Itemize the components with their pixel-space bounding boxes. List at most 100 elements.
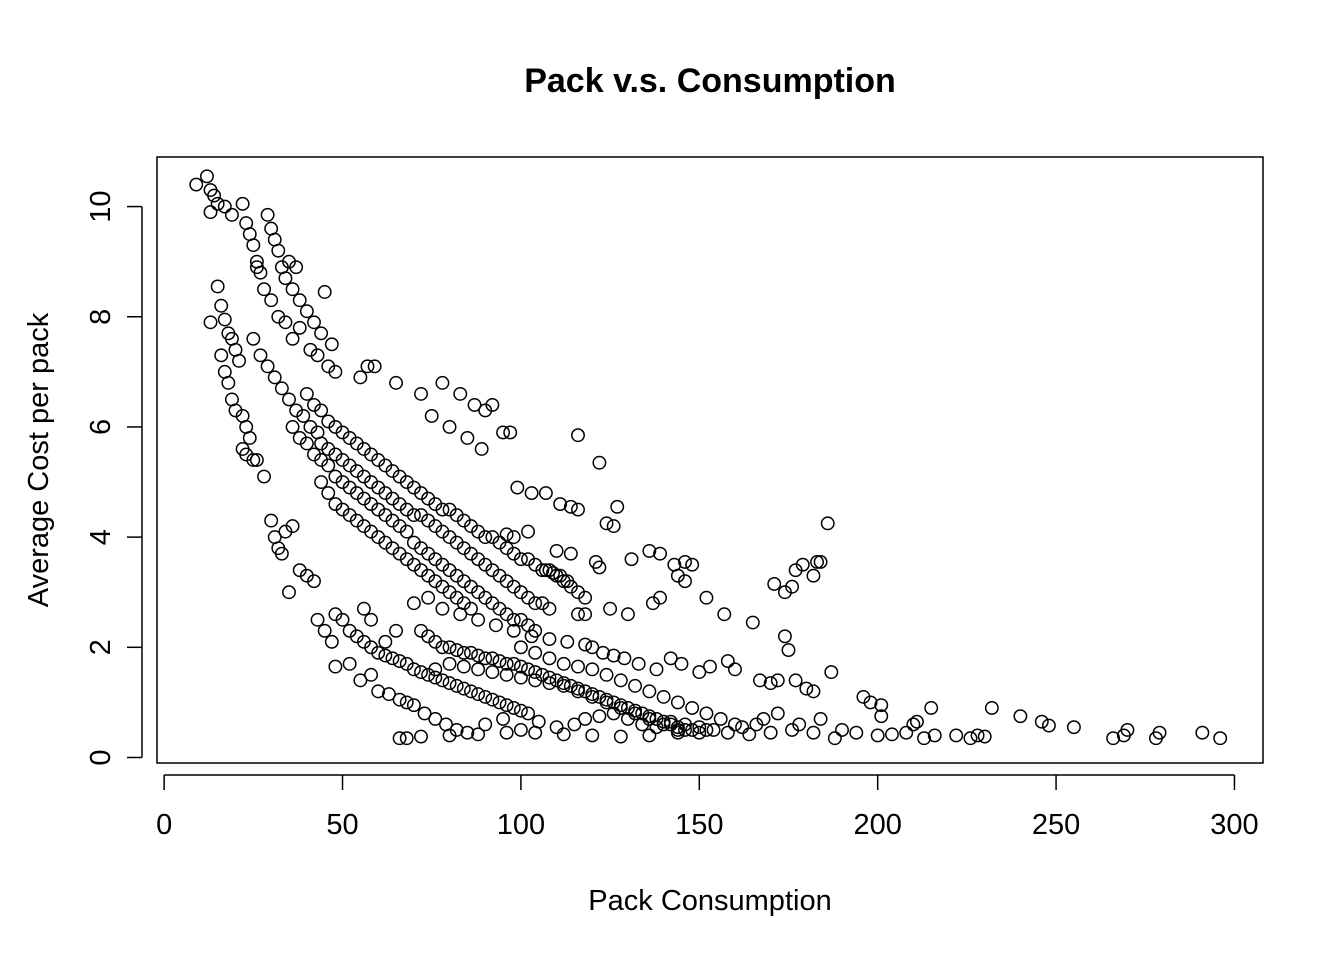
data-point [399, 524, 414, 539]
data-point [264, 293, 279, 308]
data-point [224, 207, 239, 222]
data-point [203, 205, 218, 220]
data-point [260, 207, 275, 222]
data-point [278, 271, 293, 286]
data-point [406, 698, 421, 713]
data-point [442, 640, 457, 655]
data-point [728, 717, 742, 732]
data-point [203, 315, 218, 330]
data-point [478, 530, 493, 545]
data-point [656, 717, 671, 732]
data-point [246, 331, 261, 346]
y-tick-label: 8 [85, 309, 117, 325]
data-point [728, 662, 742, 677]
data-point [392, 654, 407, 669]
data-point [282, 392, 296, 407]
data-point [813, 554, 828, 569]
data-point [310, 348, 325, 363]
data-point [488, 618, 503, 633]
data-point [453, 607, 468, 622]
data-point [628, 703, 643, 718]
data-point [513, 640, 528, 655]
data-point [606, 519, 621, 534]
data-point [863, 695, 878, 710]
data-point [406, 662, 421, 677]
data-point [585, 728, 600, 743]
data-point [406, 508, 421, 523]
data-point [927, 728, 942, 743]
data-point [524, 486, 539, 501]
data-point [770, 673, 785, 688]
data-point [353, 370, 368, 385]
data-point [246, 238, 261, 253]
data-point [1066, 720, 1081, 735]
data-point [257, 469, 271, 484]
data-point [692, 665, 707, 680]
data-point [424, 408, 439, 423]
data-point [442, 656, 457, 671]
data-point [620, 607, 635, 622]
data-point [592, 709, 607, 724]
data-points [189, 169, 1228, 746]
y-tick-label: 0 [85, 749, 117, 765]
data-point [528, 645, 543, 660]
data-point [513, 722, 528, 737]
x-tick-label: 50 [326, 809, 358, 841]
data-point [963, 731, 978, 746]
data-point [314, 475, 329, 489]
data-point [389, 375, 403, 390]
data-point [767, 577, 782, 591]
data-point [560, 574, 575, 589]
data-point [909, 714, 924, 729]
data-point [399, 695, 414, 710]
x-axis-label: Pack Consumption [588, 885, 831, 917]
data-point [364, 667, 379, 682]
data-point [674, 656, 689, 671]
data-point [685, 700, 700, 715]
data-point [381, 687, 396, 702]
data-point [599, 516, 614, 531]
data-point [678, 717, 692, 732]
data-point [788, 673, 803, 688]
data-point [792, 717, 807, 732]
data-point [742, 727, 757, 742]
data-point [720, 725, 735, 740]
data-point [285, 419, 300, 434]
data-point [585, 687, 600, 702]
data-point [285, 519, 300, 534]
data-point [713, 711, 728, 726]
data-point [653, 546, 668, 561]
data-point [428, 662, 443, 677]
x-axis: 0 50 100 150 200 250 300 [156, 774, 1259, 841]
data-point [353, 673, 368, 688]
y-tick-label: 4 [85, 529, 117, 545]
data-point [506, 623, 521, 638]
x-tick-label: 200 [853, 809, 901, 841]
data-point [499, 725, 514, 740]
data-point [899, 725, 914, 740]
data-point [692, 720, 707, 735]
data-point [806, 725, 821, 740]
data-point [367, 359, 382, 374]
data-point [870, 728, 885, 743]
data-point [371, 684, 386, 699]
data-point [653, 590, 668, 605]
data-point [553, 497, 568, 512]
data-point [824, 665, 839, 680]
data-point [984, 700, 999, 715]
data-point [378, 648, 393, 663]
y-tick-label: 10 [85, 190, 117, 222]
data-point [317, 623, 332, 638]
data-point [585, 662, 600, 677]
data-point [563, 499, 578, 514]
data-point [670, 695, 685, 710]
data-point [531, 714, 546, 729]
data-point [521, 706, 535, 721]
data-point [442, 728, 457, 743]
data-point [670, 725, 685, 740]
data-point [274, 546, 289, 561]
data-point [735, 720, 750, 735]
data-point [703, 659, 717, 674]
data-point [310, 612, 325, 627]
